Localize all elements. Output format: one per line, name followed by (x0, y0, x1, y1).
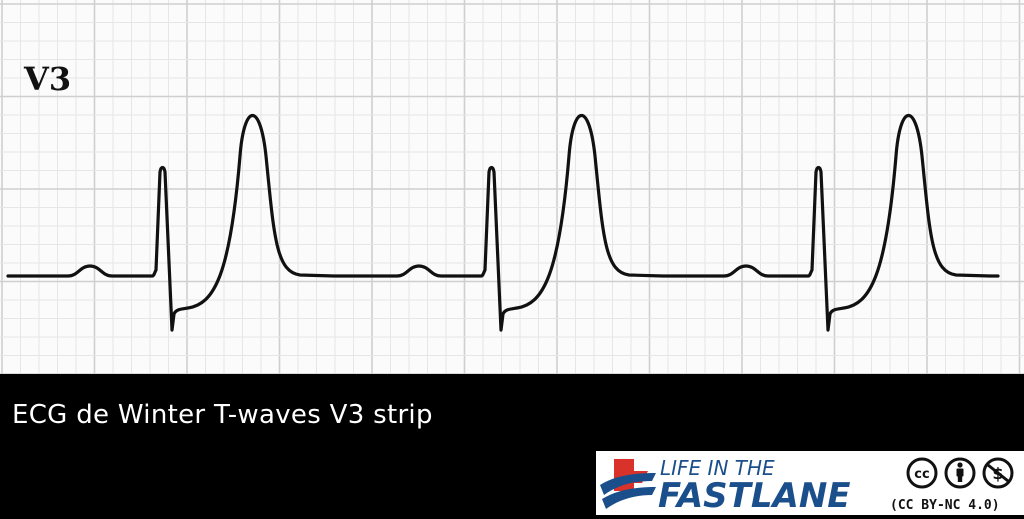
logo-line2: FASTLANE (658, 476, 851, 515)
svg-text:cc: cc (914, 467, 929, 482)
logo-line1: LIFE IN THE (660, 456, 775, 480)
lifeinthefastlane-logo: LIFE IN THE FASTLANE cc $ (CC BY-NC 4.0) (596, 451, 1024, 516)
lead-label: V3 (23, 60, 71, 98)
ecg-canvas: V3 (0, 0, 1024, 374)
ecg-grid (0, 0, 1024, 374)
logo-mark-icon (600, 459, 656, 509)
ecg-trace (6, 113, 1000, 332)
attribution-icon (944, 457, 976, 489)
image-caption: ECG de Winter T-waves V3 strip (12, 400, 433, 430)
cc-icon: cc (906, 457, 938, 489)
ecg-strip: V3 (0, 0, 1024, 374)
license-text: (CC BY-NC 4.0) (890, 498, 1000, 513)
noncommercial-icon: $ (982, 457, 1014, 489)
